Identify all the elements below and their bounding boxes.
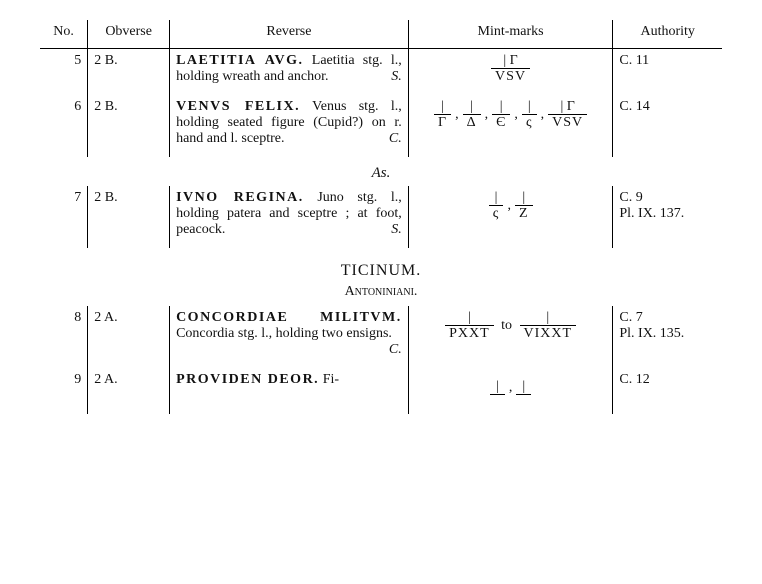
- mint-mark: | ΓVSV: [491, 54, 530, 84]
- cell-no: 5: [40, 49, 88, 96]
- cell-no: 6: [40, 95, 88, 157]
- cell-obverse: 2 A.: [88, 306, 170, 368]
- mint-mark: |ς: [522, 100, 537, 130]
- col-obverse: Obverse: [88, 20, 170, 49]
- reverse-signature: S.: [385, 69, 402, 85]
- cell-reverse: IVNO REGINA. Juno stg. l., holding pater…: [170, 186, 409, 248]
- mint-mark: |Є: [492, 100, 510, 130]
- mint-sep: ,: [453, 107, 461, 122]
- cell-authority: C. 12: [613, 368, 722, 414]
- section-label: Antoniniani.: [40, 282, 722, 306]
- cell-mint: |PXXT to |VIXXT: [408, 306, 613, 368]
- cell-no: 9: [40, 368, 88, 414]
- authority-line: Pl. IX. 135.: [619, 326, 716, 342]
- cell-mint: | ΓVSV: [408, 49, 613, 96]
- table-row: 9 2 A. PROVIDEN DEOR. Fi- | ,| C. 12: [40, 368, 722, 414]
- cell-authority: C. 11: [613, 49, 722, 96]
- cell-obverse: 2 A.: [88, 368, 170, 414]
- authority-line: C. 11: [619, 53, 716, 69]
- cell-authority: C. 14: [613, 95, 722, 157]
- reverse-legend: VENVS FELIX.: [176, 99, 300, 114]
- col-no: No.: [40, 20, 88, 49]
- col-mintmarks: Mint-marks: [408, 20, 613, 49]
- mint-mark: |Δ: [463, 100, 481, 130]
- section-label: As.: [40, 157, 722, 186]
- cell-authority: C. 7Pl. IX. 135.: [613, 306, 722, 368]
- table-body: 5 2 B. LAETITIA AVG. Laetitia stg. l., h…: [40, 49, 722, 415]
- mint-mark: |Z: [515, 191, 533, 221]
- table-row: 8 2 A. CONCORDIAE MILITVM. Concordia stg…: [40, 306, 722, 368]
- mint-sep: ,: [539, 107, 547, 122]
- catalog-table: No. Obverse Reverse Mint-marks Authority…: [40, 20, 722, 414]
- cell-no: 8: [40, 306, 88, 368]
- mint-mark: |VIXXT: [520, 311, 577, 341]
- cell-mint: | ,|: [408, 368, 613, 414]
- section-label: TICINUM.: [40, 248, 722, 282]
- col-authority: Authority: [613, 20, 722, 49]
- cell-obverse: 2 B.: [88, 49, 170, 96]
- table-header: No. Obverse Reverse Mint-marks Authority: [40, 20, 722, 49]
- mint-sep: ,: [512, 107, 520, 122]
- cell-reverse: VENVS FELIX. Venus stg. l., holding seat…: [170, 95, 409, 157]
- mint-mark: | ΓVSV: [548, 100, 587, 130]
- table-row: 5 2 B. LAETITIA AVG. Laetitia stg. l., h…: [40, 49, 722, 96]
- cell-mint: |Γ,|Δ,|Є,|ς,| ΓVSV: [408, 95, 613, 157]
- mint-sep: ,: [505, 198, 513, 213]
- table-row: 6 2 B. VENVS FELIX. Venus stg. l., holdi…: [40, 95, 722, 157]
- cell-obverse: 2 B.: [88, 186, 170, 248]
- cell-authority: C. 9Pl. IX. 137.: [613, 186, 722, 248]
- cell-no: 7: [40, 186, 88, 248]
- mint-sep: ,: [507, 380, 515, 395]
- reverse-description: Concordia stg. l., holding two ensigns.: [176, 326, 392, 341]
- reverse-legend: LAETITIA AVG.: [176, 53, 303, 68]
- cell-reverse: CONCORDIAE MILITVM. Concordia stg. l., h…: [170, 306, 409, 368]
- reverse-signature: S.: [385, 222, 402, 238]
- reverse-legend: CONCORDIAE MILITVM.: [176, 310, 402, 325]
- col-reverse: Reverse: [170, 20, 409, 49]
- authority-line: C. 7: [619, 310, 716, 326]
- mint-sep: to: [496, 318, 518, 333]
- reverse-legend: IVNO REGINA.: [176, 190, 304, 205]
- cell-reverse: LAETITIA AVG. Laetitia stg. l., holding …: [170, 49, 409, 96]
- reverse-signature: C.: [383, 131, 402, 147]
- authority-line: C. 14: [619, 99, 716, 115]
- section-row: Antoniniani.: [40, 282, 722, 306]
- mint-sep: ,: [483, 107, 491, 122]
- mint-mark: |Γ: [434, 100, 451, 130]
- authority-line: C. 9: [619, 190, 716, 206]
- mint-mark: |: [516, 380, 531, 395]
- mint-mark: |ς: [489, 191, 504, 221]
- authority-line: C. 12: [619, 372, 716, 388]
- reverse-legend: PROVIDEN DEOR.: [176, 372, 319, 387]
- reverse-signature: C.: [383, 342, 402, 358]
- cell-obverse: 2 B.: [88, 95, 170, 157]
- mint-mark: |: [490, 380, 505, 395]
- table-row: 7 2 B. IVNO REGINA. Juno stg. l., holdin…: [40, 186, 722, 248]
- authority-line: Pl. IX. 137.: [619, 206, 716, 222]
- mint-mark: |PXXT: [445, 311, 494, 341]
- reverse-description: Fi-: [319, 372, 339, 387]
- section-row: As.: [40, 157, 722, 186]
- cell-reverse: PROVIDEN DEOR. Fi-: [170, 368, 409, 414]
- section-row: TICINUM.: [40, 248, 722, 282]
- cell-mint: |ς,|Z: [408, 186, 613, 248]
